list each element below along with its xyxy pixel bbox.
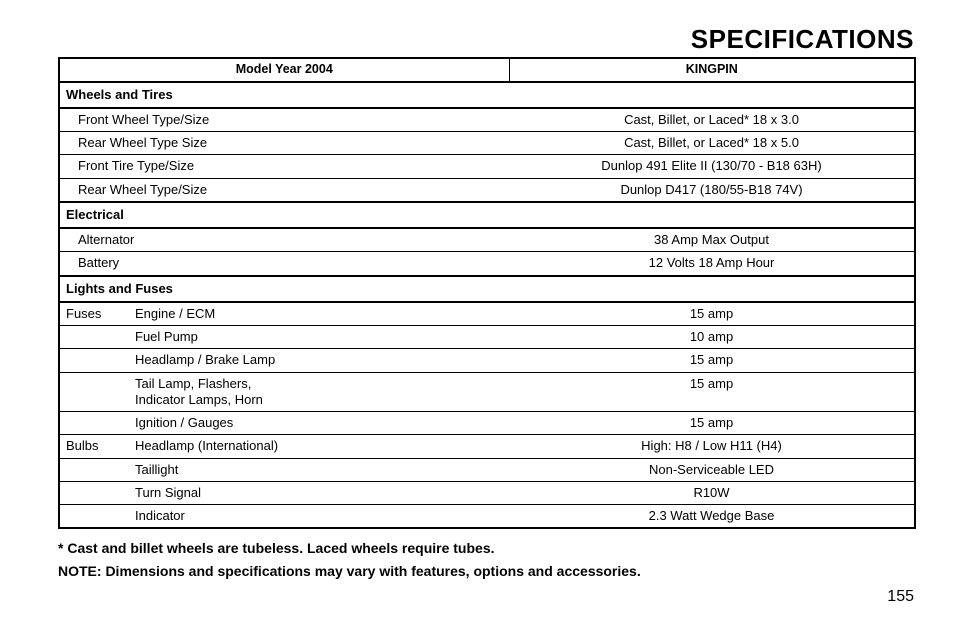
- row-label: Battery: [59, 252, 509, 276]
- row-label: Front Wheel Type/Size: [59, 108, 509, 132]
- row-value: 15 amp: [509, 412, 915, 435]
- table-row: Alternator38 Amp Max Output: [59, 228, 915, 252]
- row-prefix: [59, 505, 129, 529]
- row-label: Engine / ECM: [129, 302, 509, 326]
- table-row: Headlamp / Brake Lamp15 amp: [59, 349, 915, 372]
- row-label: Tail Lamp, Flashers, Indicator Lamps, Ho…: [129, 372, 509, 412]
- row-value: 38 Amp Max Output: [509, 228, 915, 252]
- table-row: Rear Wheel Type/SizeDunlop D417 (180/55-…: [59, 178, 915, 202]
- row-label: Fuel Pump: [129, 326, 509, 349]
- row-value: 2.3 Watt Wedge Base: [509, 505, 915, 529]
- table-row: Tail Lamp, Flashers, Indicator Lamps, Ho…: [59, 372, 915, 412]
- table-row: Indicator2.3 Watt Wedge Base: [59, 505, 915, 529]
- row-label: Headlamp (International): [129, 435, 509, 458]
- row-label: Alternator: [59, 228, 509, 252]
- footnote-2: NOTE: Dimensions and specifications may …: [58, 560, 916, 582]
- row-prefix: [59, 326, 129, 349]
- table-row: Turn SignalR10W: [59, 481, 915, 504]
- row-value: Dunlop D417 (180/55-B18 74V): [509, 178, 915, 202]
- row-value: 10 amp: [509, 326, 915, 349]
- spec-table: Model Year 2004 KINGPIN Wheels and Tires…: [58, 57, 916, 529]
- footnote-1: * Cast and billet wheels are tubeless. L…: [58, 537, 916, 559]
- row-label: Rear Wheel Type/Size: [59, 178, 509, 202]
- row-prefix: [59, 349, 129, 372]
- row-value: Dunlop 491 Elite II (130/70 - B18 63H): [509, 155, 915, 178]
- row-value: 15 amp: [509, 372, 915, 412]
- row-label: Rear Wheel Type Size: [59, 132, 509, 155]
- row-prefix: Bulbs: [59, 435, 129, 458]
- row-label: Turn Signal: [129, 481, 509, 504]
- table-row: BulbsHeadlamp (International)High: H8 / …: [59, 435, 915, 458]
- row-label: Indicator: [129, 505, 509, 529]
- row-value: High: H8 / Low H11 (H4): [509, 435, 915, 458]
- row-value: 15 amp: [509, 302, 915, 326]
- header-right: KINGPIN: [509, 58, 915, 82]
- row-value: Non-Serviceable LED: [509, 458, 915, 481]
- row-prefix: Fuses: [59, 302, 129, 326]
- table-row: Ignition / Gauges15 amp: [59, 412, 915, 435]
- section-heading: Wheels and Tires: [59, 82, 915, 108]
- table-row: Battery12 Volts 18 Amp Hour: [59, 252, 915, 276]
- row-value: Cast, Billet, or Laced* 18 x 3.0: [509, 108, 915, 132]
- table-row: Rear Wheel Type SizeCast, Billet, or Lac…: [59, 132, 915, 155]
- table-row: TaillightNon-Serviceable LED: [59, 458, 915, 481]
- row-value: R10W: [509, 481, 915, 504]
- row-prefix: [59, 481, 129, 504]
- row-prefix: [59, 372, 129, 412]
- row-value: 12 Volts 18 Amp Hour: [509, 252, 915, 276]
- section-heading-cell: Wheels and Tires: [59, 82, 915, 108]
- table-row: FusesEngine / ECM15 amp: [59, 302, 915, 326]
- row-prefix: [59, 458, 129, 481]
- section-heading: Electrical: [59, 202, 915, 228]
- header-left: Model Year 2004: [59, 58, 509, 82]
- row-value: 15 amp: [509, 349, 915, 372]
- footnotes: * Cast and billet wheels are tubeless. L…: [58, 537, 916, 582]
- row-label: Front Tire Type/Size: [59, 155, 509, 178]
- table-row: Fuel Pump10 amp: [59, 326, 915, 349]
- row-prefix: [59, 412, 129, 435]
- page-number: 155: [58, 588, 916, 606]
- row-value: Cast, Billet, or Laced* 18 x 5.0: [509, 132, 915, 155]
- section-heading-cell: Lights and Fuses: [59, 276, 915, 302]
- table-header-row: Model Year 2004 KINGPIN: [59, 58, 915, 82]
- page-title: SPECIFICATIONS: [58, 24, 914, 55]
- table-row: Front Wheel Type/SizeCast, Billet, or La…: [59, 108, 915, 132]
- section-heading: Lights and Fuses: [59, 276, 915, 302]
- row-label: Taillight: [129, 458, 509, 481]
- table-row: Front Tire Type/SizeDunlop 491 Elite II …: [59, 155, 915, 178]
- row-label: Headlamp / Brake Lamp: [129, 349, 509, 372]
- section-heading-cell: Electrical: [59, 202, 915, 228]
- row-label: Ignition / Gauges: [129, 412, 509, 435]
